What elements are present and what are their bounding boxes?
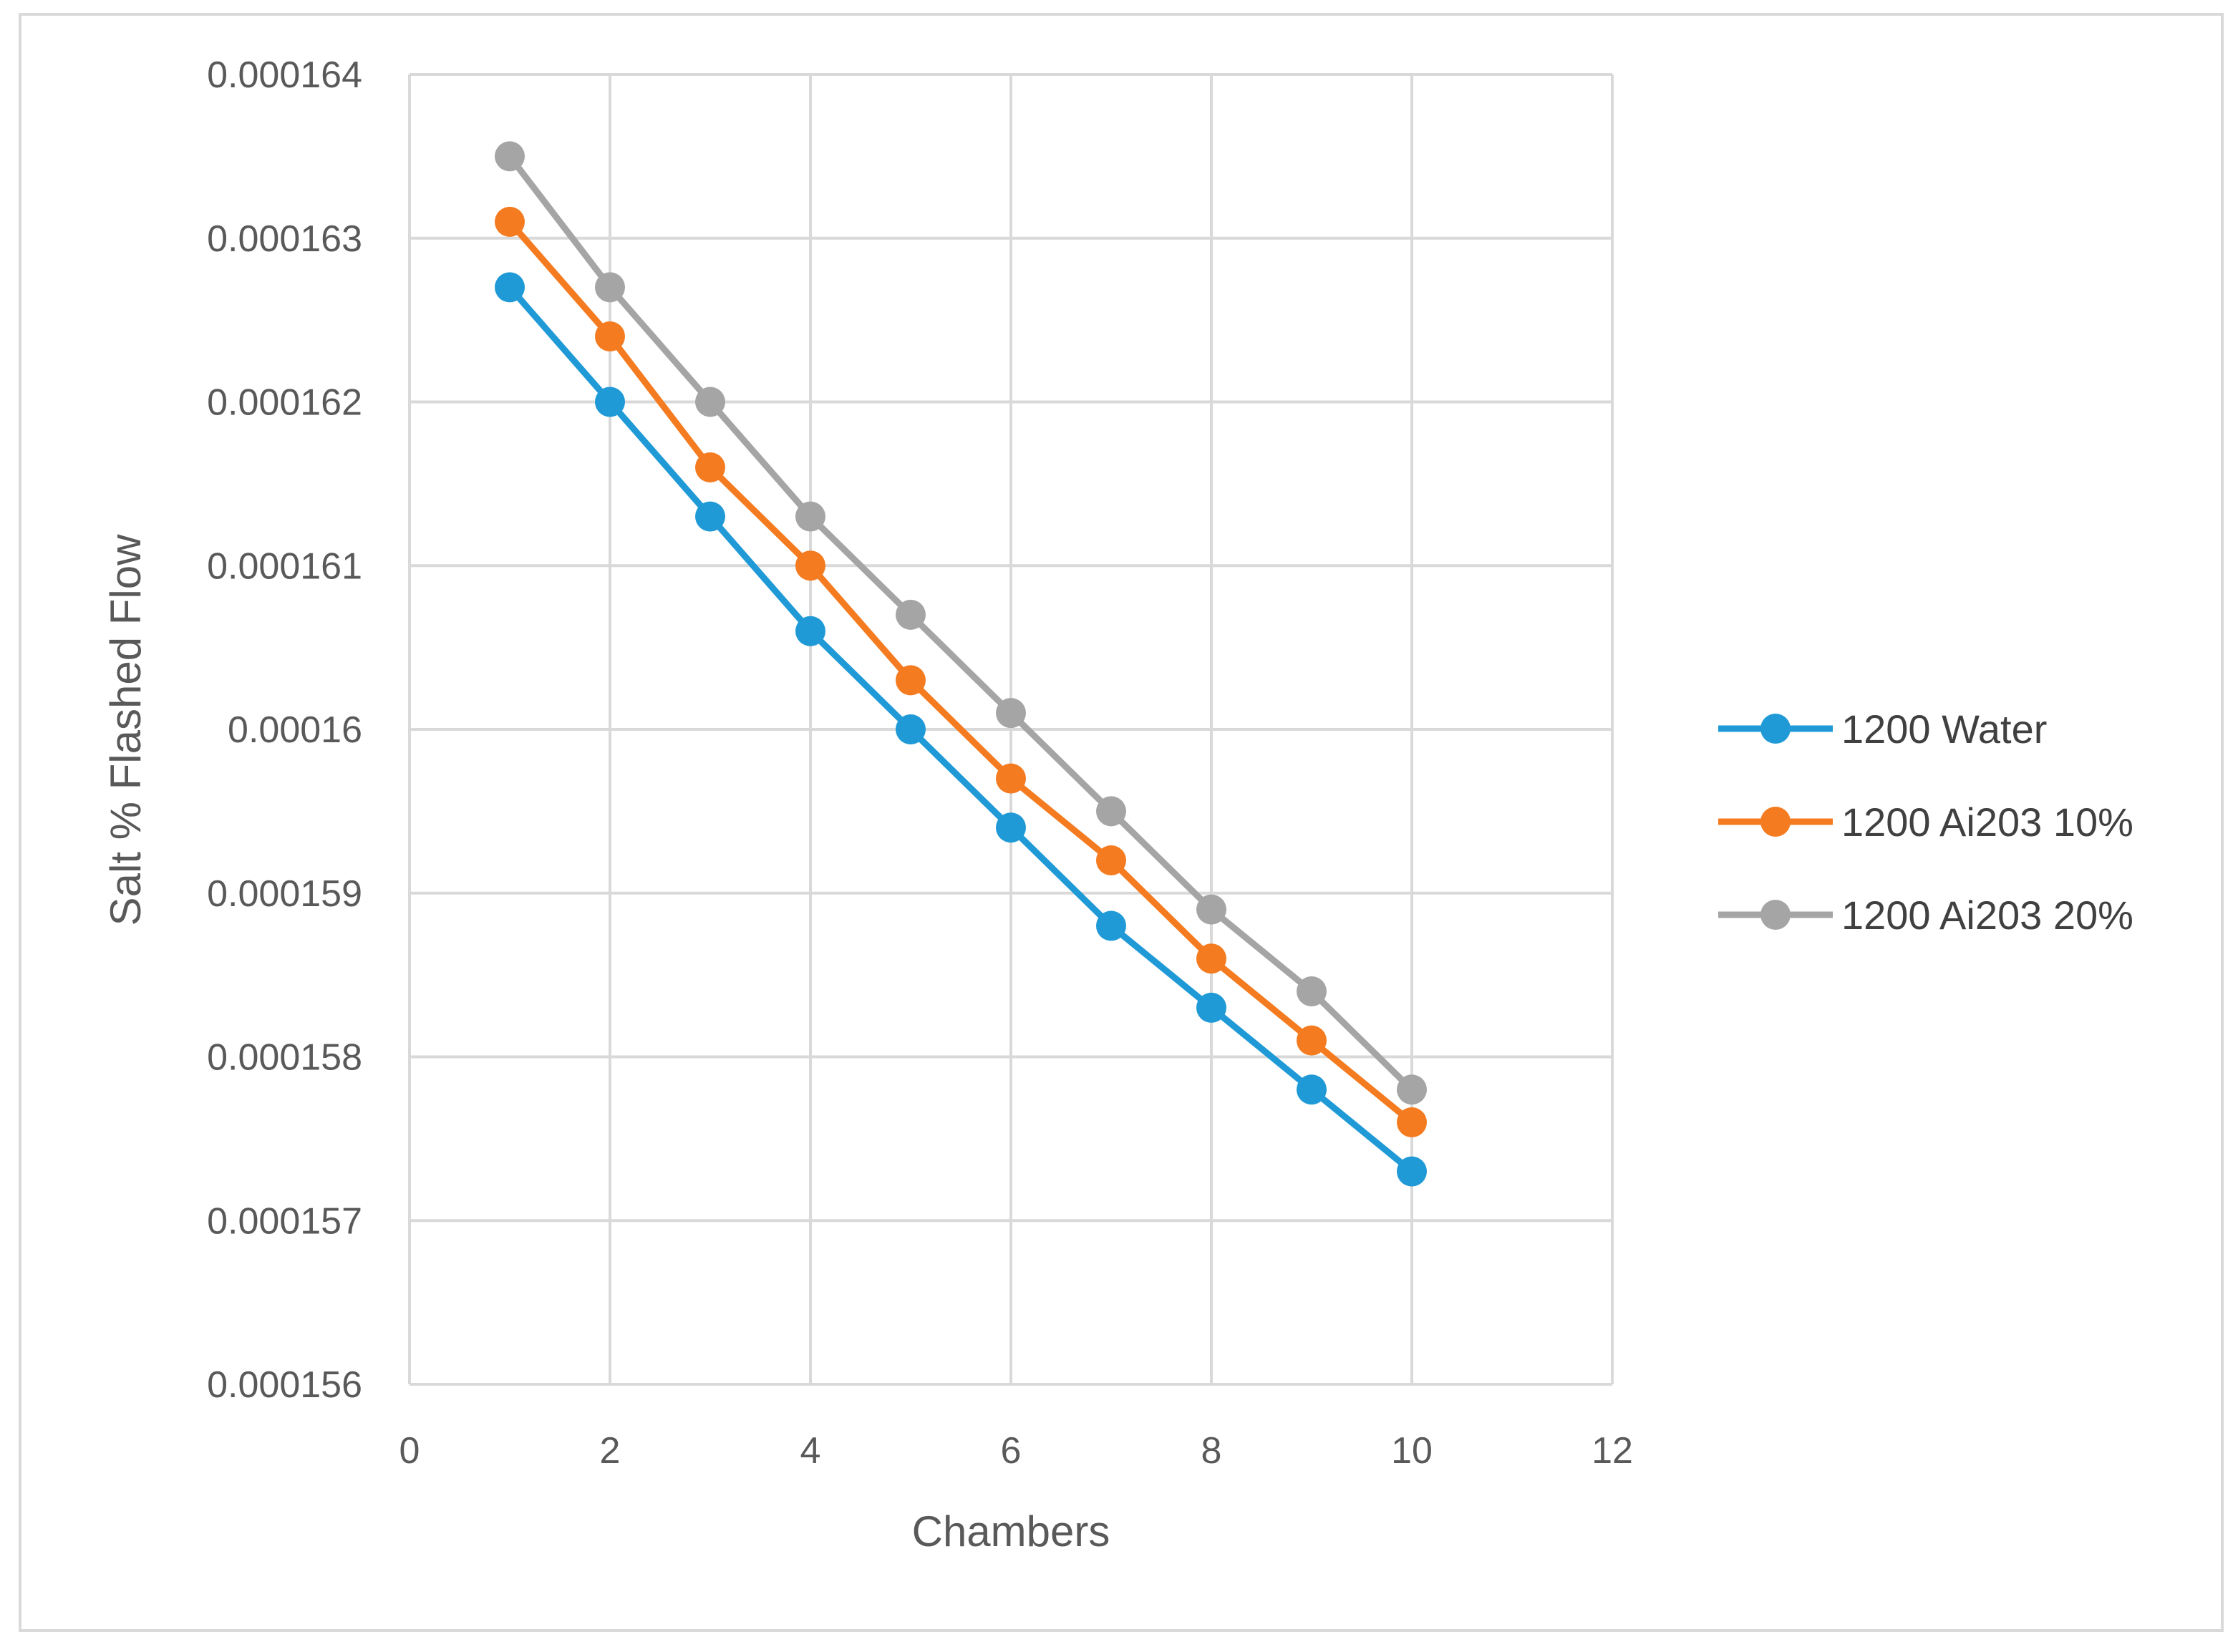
legend-item: 1200 Water	[1718, 706, 2047, 752]
y-tick-label: 0.000162	[207, 382, 362, 424]
x-tick-labels: 0 2 4 6 8 10 12	[399, 1430, 1633, 1472]
x-tick-label: 12	[1592, 1430, 1633, 1472]
data-point	[1297, 1025, 1327, 1056]
x-tick-label: 2	[600, 1430, 621, 1472]
x-tick-label: 8	[1201, 1430, 1222, 1472]
series-line	[507, 285, 1414, 1175]
y-tick-label: 0.000156	[207, 1364, 362, 1406]
data-point	[595, 321, 625, 351]
data-point	[495, 206, 525, 237]
grid-lines	[408, 73, 1614, 1386]
data-point	[1196, 894, 1226, 925]
data-point	[595, 387, 625, 417]
data-point	[896, 665, 926, 696]
x-axis-title: Chambers	[912, 1507, 1110, 1555]
legend-marker	[1760, 900, 1791, 930]
x-tick-label: 10	[1391, 1430, 1433, 1472]
legend-label: 1200 Ai203 10%	[1841, 800, 2133, 845]
data-point	[795, 550, 825, 581]
data-point	[996, 812, 1026, 843]
legend-marker	[1760, 807, 1791, 837]
series-line	[507, 219, 1414, 1125]
data-point	[996, 763, 1026, 794]
data-point	[1297, 1074, 1327, 1105]
data-point	[896, 599, 926, 630]
y-tick-label: 0.00016	[228, 709, 362, 751]
data-point	[1196, 992, 1226, 1023]
y-tick-label: 0.000163	[207, 218, 362, 260]
data-point	[1297, 976, 1327, 1006]
series-line	[507, 154, 1415, 1092]
y-tick-label: 0.000158	[207, 1037, 362, 1079]
data-point	[695, 452, 725, 482]
legend-label: 1200 Water	[1841, 706, 2047, 752]
data-point	[1096, 910, 1126, 941]
y-axis-title: Salt % Flashed Flow	[102, 534, 150, 926]
data-point	[1096, 796, 1126, 827]
data-point	[595, 272, 625, 303]
data-point	[495, 141, 525, 172]
data-point	[1096, 845, 1126, 875]
y-tick-label: 0.000157	[207, 1200, 362, 1242]
legend: 1200 Water 1200 Ai203 10% 1200 Ai203 20%	[1718, 706, 2133, 938]
data-point	[795, 616, 825, 646]
series-group	[495, 206, 1427, 1137]
data-point	[1196, 943, 1226, 974]
legend-label: 1200 Ai203 20%	[1841, 893, 2133, 938]
y-tick-label: 0.000161	[207, 545, 362, 587]
series-group	[495, 272, 1427, 1187]
legend-item: 1200 Ai203 10%	[1718, 800, 2133, 845]
y-tick-label: 0.000164	[207, 54, 362, 96]
series-group	[495, 141, 1427, 1105]
y-tick-labels: 0.000156 0.000157 0.000158 0.000159 0.00016 0…	[207, 54, 362, 1406]
x-tick-label: 6	[1001, 1430, 1022, 1472]
data-point	[695, 501, 725, 532]
data-point	[896, 714, 926, 744]
legend-marker	[1760, 714, 1791, 744]
x-tick-label: 0	[399, 1430, 420, 1472]
x-tick-label: 4	[800, 1430, 821, 1472]
legend-item: 1200 Ai203 20%	[1718, 893, 2133, 938]
data-point	[695, 387, 725, 417]
y-tick-label: 0.000159	[207, 873, 362, 915]
data-point	[996, 698, 1026, 729]
data-point	[1397, 1074, 1427, 1105]
data-series	[495, 141, 1427, 1187]
data-point	[495, 272, 525, 303]
data-point	[795, 501, 825, 532]
data-point	[1397, 1107, 1427, 1137]
data-point	[1397, 1156, 1427, 1187]
